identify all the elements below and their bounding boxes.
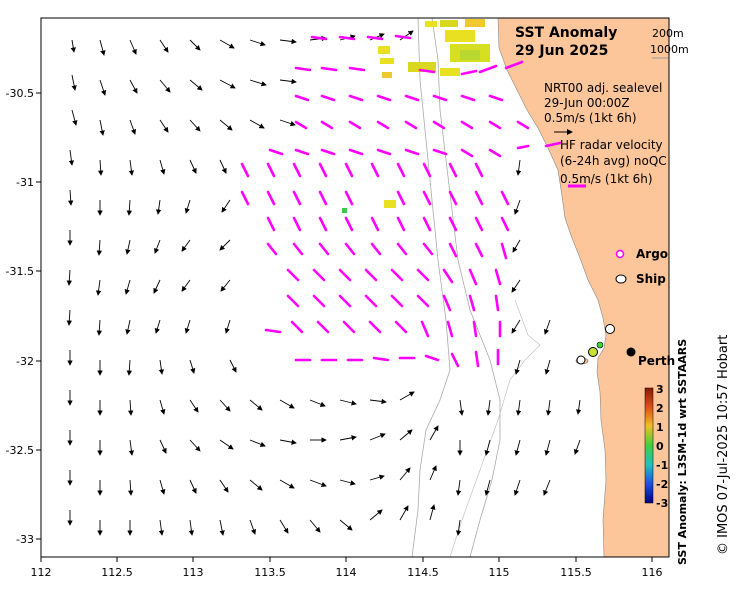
radar-legend-title: HF radar velocity xyxy=(560,138,663,152)
land-mass xyxy=(497,18,669,557)
map-date: 29 Jun 2025 xyxy=(515,43,608,59)
isobath-label-1000: 1000m xyxy=(650,43,689,56)
colorbar-tick: -1 xyxy=(656,459,668,472)
x-tick-label: 115 xyxy=(489,566,510,579)
colorbar-tick: -2 xyxy=(656,478,668,491)
y-tick-label: -31.5 xyxy=(6,265,34,278)
perth-dot xyxy=(626,347,636,357)
x-tick-label: 114 xyxy=(336,566,357,579)
sealevel-legend-time: 29-Jun 00:00Z xyxy=(544,96,630,110)
x-tick-label: 112.5 xyxy=(101,566,133,579)
ship-marker xyxy=(596,341,604,349)
colorbar-tick: 3 xyxy=(656,383,664,396)
isobath-label-200: 200m xyxy=(652,27,684,40)
x-tick-label: 113 xyxy=(183,566,204,579)
x-tick-label: 114.5 xyxy=(407,566,439,579)
hf-radar-velocity-arrows xyxy=(240,34,562,368)
colorbar-label: SST Anomaly: L3SM-1d wrt SSTAARS xyxy=(676,338,689,565)
ship-marker xyxy=(605,324,615,334)
isobath-1000m xyxy=(411,18,451,557)
ship-legend-label: Ship xyxy=(636,272,666,286)
x-tick-label: 112 xyxy=(31,566,52,579)
isobath-200m xyxy=(431,18,501,557)
y-tick-labels: -30.5 -31 -31.5 -32 -32.5 -33 xyxy=(6,87,34,546)
copyright-notice: © IMOS 07-Jul-2025 10:57 Hobart xyxy=(716,334,731,555)
x-tick-label: 115.5 xyxy=(560,566,592,579)
argo-legend-icon xyxy=(615,249,625,259)
sst-anomaly-patches xyxy=(342,19,490,213)
colorbar xyxy=(644,387,654,504)
x-tick-label: 116 xyxy=(642,566,663,579)
radar-legend-avg: (6-24h avg) noQC xyxy=(560,154,667,168)
sealevel-legend-title: NRT00 adj. sealevel xyxy=(544,81,662,95)
ship-legend-icon xyxy=(615,274,627,284)
colorbar-tick: 1 xyxy=(656,421,664,434)
sealevel-velocity-arrows xyxy=(66,30,582,536)
x-tick-label: 113.5 xyxy=(254,566,286,579)
y-tick-label: -33 xyxy=(16,533,34,546)
y-tick-label: -31 xyxy=(16,176,34,189)
plot-frame xyxy=(40,17,670,558)
map-title: SST Anomaly xyxy=(515,25,617,41)
y-axis xyxy=(36,92,41,540)
colorbar-tick: -3 xyxy=(656,497,668,510)
x-tick-labels: 112 112.5 113 113.5 114 114.5 115 115.5 … xyxy=(31,566,663,579)
colorbar-ticks: 3 2 1 0 -1 -2 -3 xyxy=(656,383,668,510)
y-tick-label: -32.5 xyxy=(6,444,34,457)
x-axis xyxy=(40,557,653,562)
y-tick-label: -32 xyxy=(16,355,34,368)
city-label-perth: Perth xyxy=(638,354,675,368)
argo-legend-label: Argo xyxy=(636,247,668,261)
y-tick-label: -30.5 xyxy=(6,87,34,100)
radar-legend-scale: 0.5m/s (1kt 6h) xyxy=(560,172,653,186)
colorbar-tick: 2 xyxy=(656,402,664,415)
sealevel-legend-scale: 0.5m/s (1kt 6h) xyxy=(544,111,637,125)
isobath-coastal xyxy=(449,299,541,557)
colorbar-tick: 0 xyxy=(656,440,664,453)
ship-marker xyxy=(588,347,598,357)
ship-marker xyxy=(576,355,586,365)
